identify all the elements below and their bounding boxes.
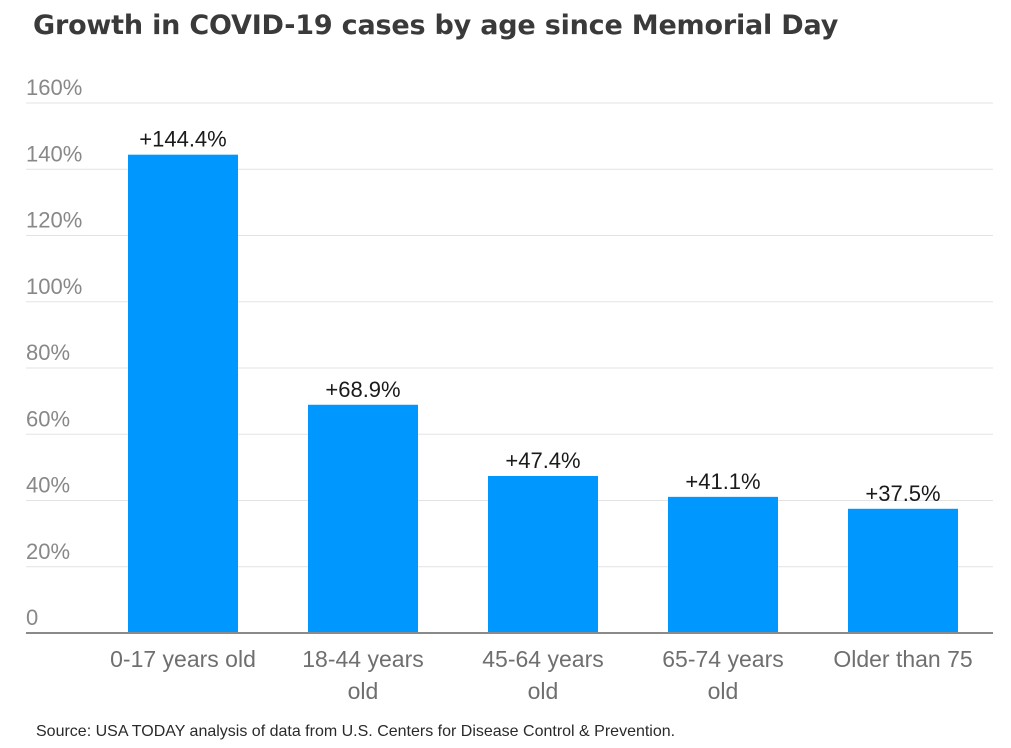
y-tick-label: 0 — [26, 605, 38, 630]
y-tick-label: 160% — [26, 75, 82, 100]
x-category-label: 0-17 years old — [110, 646, 256, 672]
source-note: Source: USA TODAY analysis of data from … — [36, 723, 676, 740]
y-tick-label: 60% — [26, 406, 70, 431]
y-tick-label: 40% — [26, 473, 70, 498]
chart-title: Growth in COVID-19 cases by age since Me… — [33, 10, 839, 41]
y-tick-label: 120% — [26, 208, 82, 233]
y-tick-label: 80% — [26, 340, 70, 365]
data-label: +47.4% — [505, 448, 580, 473]
bar — [128, 154, 238, 634]
data-label: +68.9% — [325, 377, 400, 402]
y-tick-label: 100% — [26, 274, 82, 299]
bar — [668, 496, 778, 633]
x-category-label: old — [528, 678, 559, 704]
x-category-label: 65-74 years — [662, 646, 783, 672]
bar — [308, 404, 418, 633]
y-tick-label: 140% — [26, 141, 82, 166]
data-label: +41.1% — [685, 469, 760, 494]
bar-chart: 0 20% 40% 60% 80% 100% 120% 140% 160% +144.4% 0-17… — [26, 75, 993, 704]
x-category-label: old — [708, 678, 739, 704]
bar — [488, 475, 598, 633]
x-category-label: old — [348, 678, 379, 704]
data-label: +144.4% — [139, 127, 226, 152]
x-category-label: 18-44 years — [302, 646, 423, 672]
x-category-label: 45-64 years — [482, 646, 603, 672]
y-tick-label: 20% — [26, 539, 70, 564]
bar — [848, 508, 958, 633]
x-category-label: Older than 75 — [833, 646, 972, 672]
data-label: +37.5% — [865, 481, 940, 506]
